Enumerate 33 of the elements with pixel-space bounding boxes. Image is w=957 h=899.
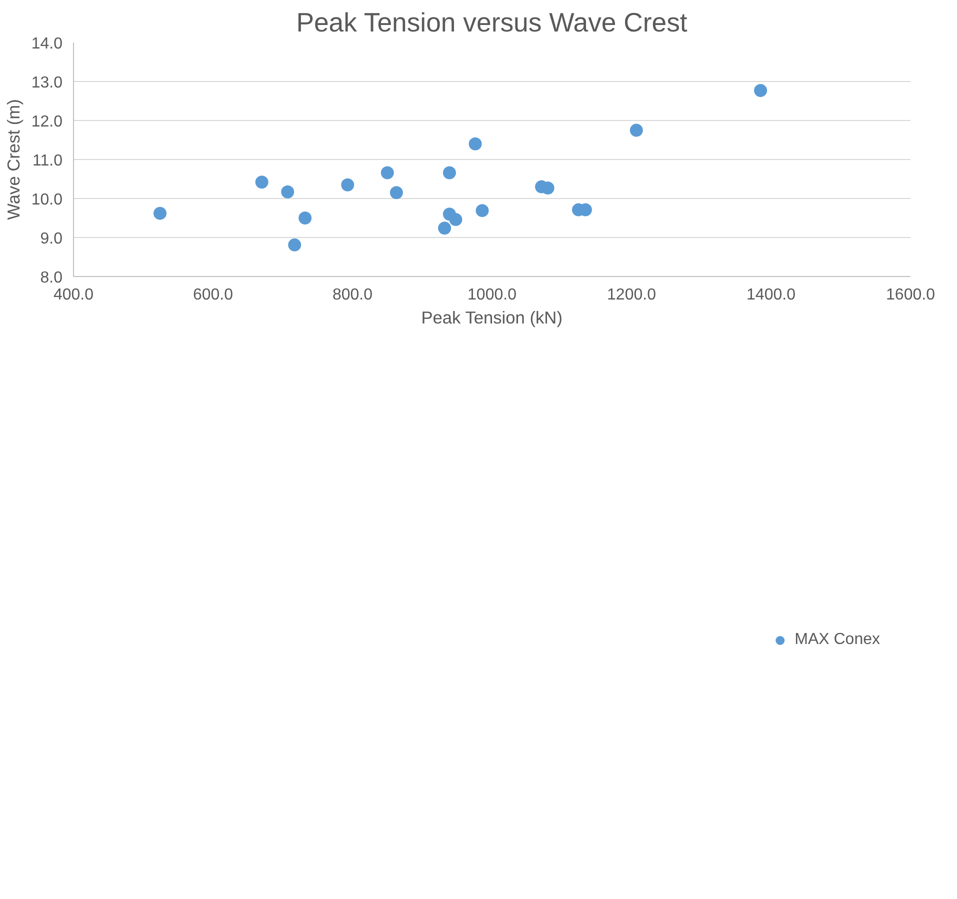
y-tick-label: 11.0 [32, 152, 63, 170]
x-tick-label: 400.0 [53, 286, 94, 304]
y-tick-label: 12.0 [31, 114, 63, 130]
y-tick-label: 13.0 [31, 74, 63, 92]
y-tick-label: 14.0 [31, 36, 63, 52]
point [630, 124, 643, 137]
point [288, 238, 302, 252]
point [442, 166, 456, 180]
point [468, 137, 482, 150]
y-tick-label: 10.0 [31, 192, 63, 208]
point [438, 222, 452, 235]
x-tick-label: 600.0 [192, 286, 234, 304]
legend-label: MAX Conex [794, 631, 880, 649]
point [390, 186, 403, 200]
chart-title: Peak Tension versus Wave Crest [296, 8, 688, 38]
point [476, 204, 489, 218]
point [341, 178, 354, 192]
point [281, 185, 294, 198]
x-tick-label: 1200.0 [607, 286, 656, 304]
point [754, 84, 768, 97]
point [298, 212, 312, 224]
point [153, 206, 166, 220]
x-tick-label: 1400.0 [746, 286, 796, 304]
y-tick-label: 9.0 [40, 230, 63, 248]
y-tick-label: 8.0 [40, 270, 63, 286]
point [380, 166, 394, 180]
x-tick-label: 1600.0 [886, 286, 936, 304]
point [449, 213, 462, 226]
point [255, 176, 268, 189]
x-axis-title: Peak Tension (kN) [421, 308, 562, 328]
y-axis-title: Wave Crest (m) [3, 99, 24, 220]
x-tick-label: 1000.0 [468, 286, 517, 304]
x-tick-label: 800.0 [332, 286, 373, 304]
